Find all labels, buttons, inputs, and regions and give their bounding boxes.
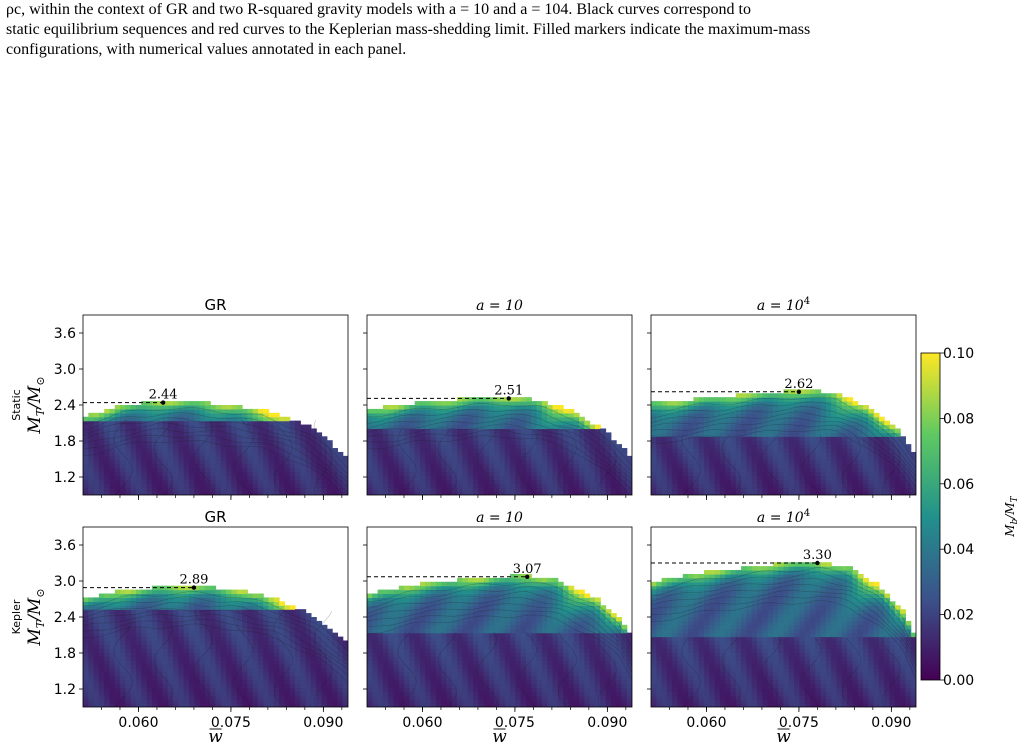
- x-axis-label: w: [492, 727, 507, 747]
- colorbar-tick-label: 0.04: [943, 542, 974, 558]
- heatmap-cells: [367, 397, 632, 495]
- heatmap-cells: [651, 562, 916, 707]
- max-mass-label: 2.89: [179, 573, 208, 588]
- y-tick-label: 1.2: [54, 682, 76, 698]
- x-tick-label: 0.090: [587, 715, 627, 731]
- heatmap-cells: [367, 573, 632, 707]
- contour-lines: [651, 396, 916, 495]
- heatmap-cells: [83, 401, 348, 495]
- x-tick-label: 0.060: [118, 715, 158, 731]
- row-label: Static: [10, 389, 23, 420]
- max-mass-marker: [796, 389, 802, 394]
- panel-title: a = 10: [476, 510, 523, 526]
- colorbar-tick-label: 0.08: [943, 411, 974, 427]
- max-mass-marker: [815, 560, 820, 566]
- colorbar-tick-label: 0.10: [943, 346, 974, 362]
- x-axis-label: w: [776, 727, 791, 747]
- panel-static-3: a = 104 2.62: [647, 296, 917, 500]
- panel-kepler-3: a = 104 3.30 0.060 0.075 0.090 w: [647, 508, 917, 747]
- panel-kepler-2: a = 10 3.07 0.060 0.075 0.090 w: [363, 510, 633, 747]
- caption-line-3: configurations, with numerical values an…: [6, 41, 407, 58]
- y-axis-label: MT/M⊙: [25, 588, 47, 646]
- max-mass-marker: [160, 400, 166, 405]
- row-label: Kepler: [10, 599, 23, 634]
- x-axis-label: w: [208, 727, 223, 747]
- max-mass-marker: [191, 585, 197, 590]
- y-tick-label: 3.0: [54, 574, 76, 590]
- colorbar-tick-label: 0.06: [943, 477, 974, 493]
- panel-title: a = 104: [757, 508, 810, 526]
- contour-lines: [367, 403, 632, 495]
- y-tick-label: 1.2: [54, 470, 76, 486]
- contour-lines: [367, 581, 632, 707]
- panel-title: a = 10: [476, 298, 523, 314]
- x-tick-label: 0.075: [779, 715, 819, 731]
- panel-kepler-1: GR 2.89 1.2 1.8 2.4 3.0 3.6 0.060 0.075 0.090 w Kep…: [10, 508, 349, 747]
- x-tick-label: 0.060: [686, 715, 726, 731]
- colorbar-label: Mb/MT: [1003, 495, 1020, 537]
- contour-lines: [651, 567, 916, 707]
- colorbar-gradient: [920, 352, 941, 681]
- figure-caption: ρc, within the context of GR and two R-s…: [6, 0, 1022, 60]
- x-tick-label: 0.090: [303, 715, 343, 731]
- panel-title: a = 104: [757, 296, 810, 314]
- panel-static-2: a = 10 2.51: [363, 298, 633, 500]
- y-tick-label: 3.6: [54, 538, 76, 554]
- contour-lines: [83, 407, 348, 495]
- x-tick-label: 0.075: [211, 715, 251, 731]
- y-tick-label: 3.6: [54, 326, 76, 342]
- max-mass-label: 2.44: [149, 388, 178, 403]
- max-mass-label: 3.30: [803, 548, 832, 563]
- x-tick-label: 0.060: [402, 715, 442, 731]
- x-tick-label: 0.075: [495, 715, 535, 731]
- panel-title: GR: [204, 508, 226, 526]
- colorbar: 0.00 0.02 0.04 0.06 0.08 0.10 Mb/MT: [920, 346, 1020, 689]
- max-mass-marker: [525, 574, 530, 579]
- caption-line-1: ρc, within the context of GR and two R-s…: [6, 1, 751, 18]
- y-tick-label: 3.0: [54, 362, 76, 378]
- heatmap-cells: [83, 585, 348, 707]
- y-tick-label: 1.8: [54, 434, 76, 450]
- max-mass-label: 2.62: [784, 377, 813, 392]
- heatmap-cells: [651, 389, 916, 495]
- y-axis-label: MT/M⊙: [25, 376, 47, 434]
- colorbar-tick-label: 0.02: [943, 608, 974, 624]
- y-tick-label: 2.4: [54, 398, 76, 414]
- contour-lines: [83, 591, 348, 707]
- max-mass-marker: [506, 396, 511, 401]
- caption-line-2: static equilibrium sequences and red cur…: [6, 21, 811, 38]
- y-tick-label: 1.8: [54, 646, 76, 662]
- y-tick-label: 2.4: [54, 610, 76, 626]
- max-mass-label: 3.07: [513, 562, 542, 577]
- colorbar-tick-label: 0.00: [943, 673, 974, 689]
- panel-title: GR: [204, 296, 226, 314]
- max-mass-label: 2.51: [494, 383, 523, 398]
- x-tick-label: 0.090: [871, 715, 911, 731]
